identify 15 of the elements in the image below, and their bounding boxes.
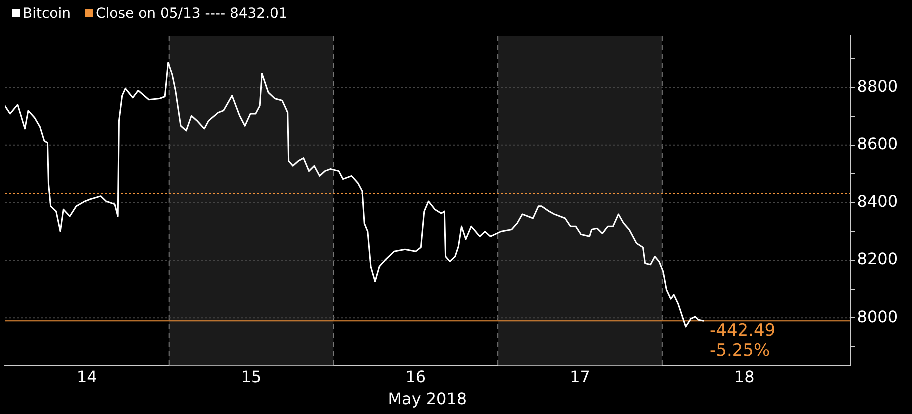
legend-label: Close on 05/13 ---- 8432.01 [95, 6, 288, 22]
annotation: -5.25% [710, 341, 770, 362]
y-tick-label: 8600 [857, 134, 898, 154]
x-tick-label: 14 [77, 367, 98, 386]
y-tick-label: 8200 [857, 250, 898, 269]
x-axis-title: May 2018 [388, 390, 468, 409]
x-tick-label: 17 [570, 367, 590, 386]
annotation: -442.49 [710, 321, 776, 342]
y-tick-label: 8800 [857, 76, 898, 96]
y-tick-label: 8400 [857, 192, 898, 212]
legend-label: Bitcoin [22, 6, 72, 22]
x-tick-label: 16 [406, 367, 426, 386]
x-tick-label: 15 [241, 367, 262, 386]
x-tick-label: 18 [734, 367, 755, 386]
y-tick-label: 8000 [857, 307, 898, 326]
